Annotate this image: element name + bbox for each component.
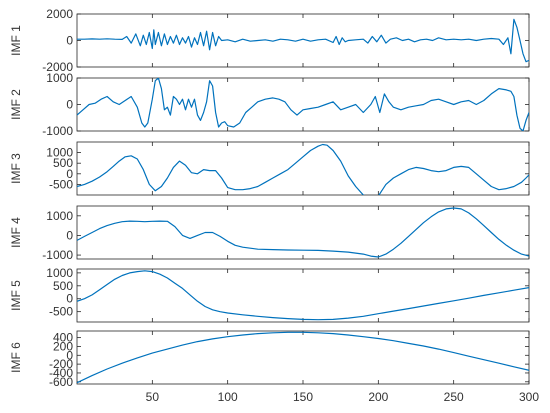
imf-2-ytick-label: 1000 bbox=[46, 71, 73, 85]
imf-panel-1: 2000 0 -2000 IMF 1 bbox=[9, 7, 530, 74]
imf-3-ylabel: IMF 3 bbox=[9, 153, 23, 184]
imf-1-ytick-label: -2000 bbox=[42, 60, 73, 74]
imf-5-axes-box bbox=[76, 268, 530, 323]
imf-6-series-line bbox=[77, 331, 529, 384]
imf-4-ytick-label: -1000 bbox=[42, 248, 73, 262]
imf-panel-4: 1000 0 -1000 IMF 4 bbox=[9, 205, 530, 262]
imf-4-ylabel: IMF 4 bbox=[9, 217, 23, 248]
x-tick-label: 100 bbox=[218, 390, 238, 404]
imf-3-ytick-label: 500 bbox=[53, 156, 73, 170]
imf-3-ytick-label: 0 bbox=[66, 167, 73, 181]
x-tick-label: 50 bbox=[146, 390, 160, 404]
imf-4-ytick-label: 1000 bbox=[46, 209, 73, 223]
imf-6-ytick-label: -200 bbox=[49, 357, 73, 371]
imf-4-ytick-label: 0 bbox=[66, 228, 73, 242]
imf-2-ytick-label: -1000 bbox=[42, 124, 73, 138]
x-tick-label: 200 bbox=[368, 390, 388, 404]
imf-6-ytick-label: -400 bbox=[49, 366, 73, 380]
imf-2-ylabel: IMF 2 bbox=[9, 89, 23, 120]
imf-1-ytick-label: 2000 bbox=[46, 7, 73, 21]
imf-4-series-line bbox=[77, 207, 529, 258]
imf-1-ytick-label: 0 bbox=[66, 34, 73, 48]
imf-5-ytick-label: 0 bbox=[66, 292, 73, 306]
imf-3-axes-box bbox=[76, 141, 530, 196]
imf-5-ylabel: IMF 5 bbox=[9, 280, 23, 311]
imf-6-ytick-label: 200 bbox=[53, 339, 73, 353]
imf-1-ylabel: IMF 1 bbox=[9, 25, 23, 56]
imf-2-axes-box bbox=[76, 77, 530, 132]
x-tick-label: 300 bbox=[519, 390, 539, 404]
imf-6-ytick-label: 0 bbox=[66, 348, 73, 362]
imf-6-ylabel: IMF 6 bbox=[9, 342, 23, 373]
imf-3-series-line bbox=[77, 143, 529, 195]
imf-5-ytick-label: 1000 bbox=[46, 266, 73, 280]
x-tick-label: 250 bbox=[444, 390, 464, 404]
imf-1-series-line bbox=[77, 18, 529, 63]
imf-6-ytick-label: -600 bbox=[49, 375, 73, 389]
imf-5-ytick-label: 500 bbox=[53, 279, 73, 293]
imf-panel-2: 1000 0 -1000 IMF 2 bbox=[9, 71, 530, 138]
imf-3-ytick-label: -500 bbox=[49, 177, 73, 191]
imf-4-axes-box bbox=[76, 205, 530, 260]
imf-2-ytick-label: 0 bbox=[66, 98, 73, 112]
imf-5-series-line bbox=[77, 270, 529, 321]
imf-3-ytick-label: 1000 bbox=[46, 146, 73, 160]
imf-5-ytick-label: -500 bbox=[49, 305, 73, 319]
imf-6-axes-box bbox=[76, 330, 530, 385]
imf-2-series-line bbox=[77, 78, 529, 131]
x-tick-label: 150 bbox=[293, 390, 313, 404]
imf-6-ytick-label: 400 bbox=[53, 331, 73, 345]
